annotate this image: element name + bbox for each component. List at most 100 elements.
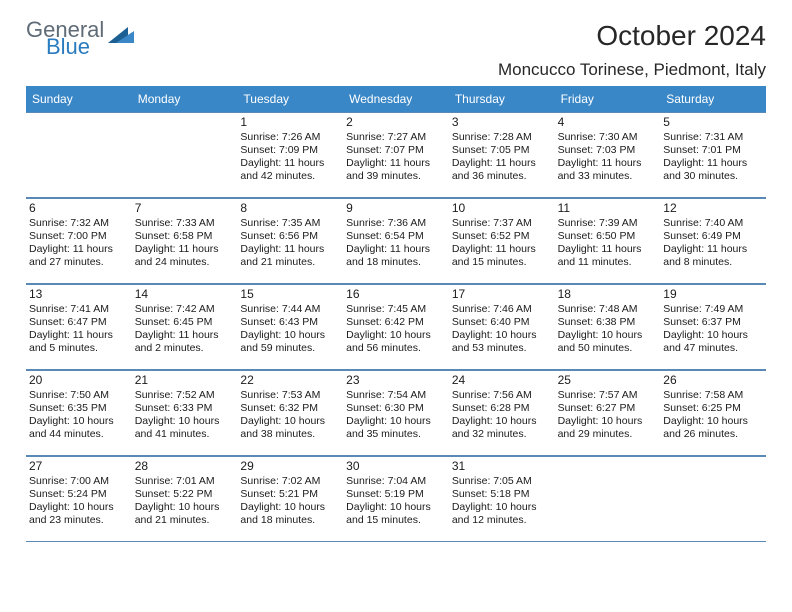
logo-word-blue: Blue <box>46 37 104 58</box>
sunrise-line: Sunrise: 7:30 AM <box>558 131 658 144</box>
daylight-line: Daylight: 10 hours and 18 minutes. <box>240 501 340 527</box>
sunrise-line: Sunrise: 7:35 AM <box>240 217 340 230</box>
daylight-line: Daylight: 11 hours and 2 minutes. <box>135 329 235 355</box>
sunrise-line: Sunrise: 7:39 AM <box>558 217 658 230</box>
day-number: 3 <box>452 115 552 130</box>
calendar-cell: 25Sunrise: 7:57 AMSunset: 6:27 PMDayligh… <box>555 370 661 456</box>
daylight-line: Daylight: 10 hours and 21 minutes. <box>135 501 235 527</box>
calendar-cell: 11Sunrise: 7:39 AMSunset: 6:50 PMDayligh… <box>555 198 661 284</box>
sunset-line: Sunset: 7:00 PM <box>29 230 129 243</box>
sunset-line: Sunset: 7:03 PM <box>558 144 658 157</box>
daylight-line: Daylight: 11 hours and 30 minutes. <box>663 157 763 183</box>
daylight-line: Daylight: 11 hours and 24 minutes. <box>135 243 235 269</box>
daylight-line: Daylight: 10 hours and 47 minutes. <box>663 329 763 355</box>
daylight-line: Daylight: 11 hours and 18 minutes. <box>346 243 446 269</box>
sunrise-line: Sunrise: 7:42 AM <box>135 303 235 316</box>
sunset-line: Sunset: 6:58 PM <box>135 230 235 243</box>
sunrise-line: Sunrise: 7:45 AM <box>346 303 446 316</box>
daylight-line: Daylight: 10 hours and 12 minutes. <box>452 501 552 527</box>
sunset-line: Sunset: 6:33 PM <box>135 402 235 415</box>
day-number: 29 <box>240 459 340 474</box>
calendar-cell: 4Sunrise: 7:30 AMSunset: 7:03 PMDaylight… <box>555 112 661 198</box>
sunset-line: Sunset: 5:19 PM <box>346 488 446 501</box>
daylight-line: Daylight: 10 hours and 32 minutes. <box>452 415 552 441</box>
sunrise-line: Sunrise: 7:44 AM <box>240 303 340 316</box>
weekday-friday: Friday <box>555 86 661 112</box>
calendar-cell: 6Sunrise: 7:32 AMSunset: 7:00 PMDaylight… <box>26 198 132 284</box>
sunset-line: Sunset: 6:32 PM <box>240 402 340 415</box>
calendar-cell <box>132 112 238 198</box>
daylight-line: Daylight: 11 hours and 27 minutes. <box>29 243 129 269</box>
sunrise-line: Sunrise: 7:54 AM <box>346 389 446 402</box>
calendar-cell: 23Sunrise: 7:54 AMSunset: 6:30 PMDayligh… <box>343 370 449 456</box>
calendar-cell: 2Sunrise: 7:27 AMSunset: 7:07 PMDaylight… <box>343 112 449 198</box>
day-number: 6 <box>29 201 129 216</box>
day-number: 28 <box>135 459 235 474</box>
sunrise-line: Sunrise: 7:28 AM <box>452 131 552 144</box>
title-month: October 2024 <box>498 20 766 52</box>
day-number: 27 <box>29 459 129 474</box>
day-number: 24 <box>452 373 552 388</box>
calendar-cell: 19Sunrise: 7:49 AMSunset: 6:37 PMDayligh… <box>660 284 766 370</box>
sunset-line: Sunset: 6:30 PM <box>346 402 446 415</box>
day-number: 9 <box>346 201 446 216</box>
calendar-cell: 29Sunrise: 7:02 AMSunset: 5:21 PMDayligh… <box>237 456 343 542</box>
calendar-cell: 12Sunrise: 7:40 AMSunset: 6:49 PMDayligh… <box>660 198 766 284</box>
daylight-line: Daylight: 11 hours and 21 minutes. <box>240 243 340 269</box>
sunrise-line: Sunrise: 7:49 AM <box>663 303 763 316</box>
sunrise-line: Sunrise: 7:53 AM <box>240 389 340 402</box>
calendar-cell: 8Sunrise: 7:35 AMSunset: 6:56 PMDaylight… <box>237 198 343 284</box>
sunset-line: Sunset: 5:22 PM <box>135 488 235 501</box>
daylight-line: Daylight: 11 hours and 5 minutes. <box>29 329 129 355</box>
sunrise-line: Sunrise: 7:04 AM <box>346 475 446 488</box>
calendar-cell: 13Sunrise: 7:41 AMSunset: 6:47 PMDayligh… <box>26 284 132 370</box>
day-number: 4 <box>558 115 658 130</box>
sunset-line: Sunset: 6:52 PM <box>452 230 552 243</box>
daylight-line: Daylight: 10 hours and 44 minutes. <box>29 415 129 441</box>
calendar-cell: 26Sunrise: 7:58 AMSunset: 6:25 PMDayligh… <box>660 370 766 456</box>
daylight-line: Daylight: 11 hours and 15 minutes. <box>452 243 552 269</box>
sunrise-line: Sunrise: 7:56 AM <box>452 389 552 402</box>
sunset-line: Sunset: 5:18 PM <box>452 488 552 501</box>
calendar-cell <box>660 456 766 542</box>
day-number: 17 <box>452 287 552 302</box>
sunrise-line: Sunrise: 7:00 AM <box>29 475 129 488</box>
weekday-tuesday: Tuesday <box>237 86 343 112</box>
sunset-line: Sunset: 7:05 PM <box>452 144 552 157</box>
sunset-line: Sunset: 7:07 PM <box>346 144 446 157</box>
sunrise-line: Sunrise: 7:05 AM <box>452 475 552 488</box>
daylight-line: Daylight: 10 hours and 15 minutes. <box>346 501 446 527</box>
sunrise-line: Sunrise: 7:48 AM <box>558 303 658 316</box>
daylight-line: Daylight: 11 hours and 39 minutes. <box>346 157 446 183</box>
daylight-line: Daylight: 10 hours and 26 minutes. <box>663 415 763 441</box>
day-number: 30 <box>346 459 446 474</box>
calendar-cell: 21Sunrise: 7:52 AMSunset: 6:33 PMDayligh… <box>132 370 238 456</box>
daylight-line: Daylight: 10 hours and 29 minutes. <box>558 415 658 441</box>
sunrise-line: Sunrise: 7:31 AM <box>663 131 763 144</box>
day-number: 16 <box>346 287 446 302</box>
calendar-cell: 14Sunrise: 7:42 AMSunset: 6:45 PMDayligh… <box>132 284 238 370</box>
day-number: 21 <box>135 373 235 388</box>
sunset-line: Sunset: 6:38 PM <box>558 316 658 329</box>
calendar-cell: 18Sunrise: 7:48 AMSunset: 6:38 PMDayligh… <box>555 284 661 370</box>
sunrise-line: Sunrise: 7:50 AM <box>29 389 129 402</box>
sunset-line: Sunset: 7:09 PM <box>240 144 340 157</box>
day-number: 13 <box>29 287 129 302</box>
sunset-line: Sunset: 6:37 PM <box>663 316 763 329</box>
daylight-line: Daylight: 10 hours and 41 minutes. <box>135 415 235 441</box>
calendar-cell: 3Sunrise: 7:28 AMSunset: 7:05 PMDaylight… <box>449 112 555 198</box>
sunset-line: Sunset: 6:49 PM <box>663 230 763 243</box>
sunrise-line: Sunrise: 7:01 AM <box>135 475 235 488</box>
calendar-cell: 31Sunrise: 7:05 AMSunset: 5:18 PMDayligh… <box>449 456 555 542</box>
weekday-saturday: Saturday <box>660 86 766 112</box>
sunset-line: Sunset: 6:25 PM <box>663 402 763 415</box>
day-number: 12 <box>663 201 763 216</box>
weekday-monday: Monday <box>132 86 238 112</box>
calendar-cell: 22Sunrise: 7:53 AMSunset: 6:32 PMDayligh… <box>237 370 343 456</box>
day-number: 31 <box>452 459 552 474</box>
sunrise-line: Sunrise: 7:27 AM <box>346 131 446 144</box>
daylight-line: Daylight: 10 hours and 56 minutes. <box>346 329 446 355</box>
day-number: 11 <box>558 201 658 216</box>
day-number: 22 <box>240 373 340 388</box>
daylight-line: Daylight: 10 hours and 59 minutes. <box>240 329 340 355</box>
